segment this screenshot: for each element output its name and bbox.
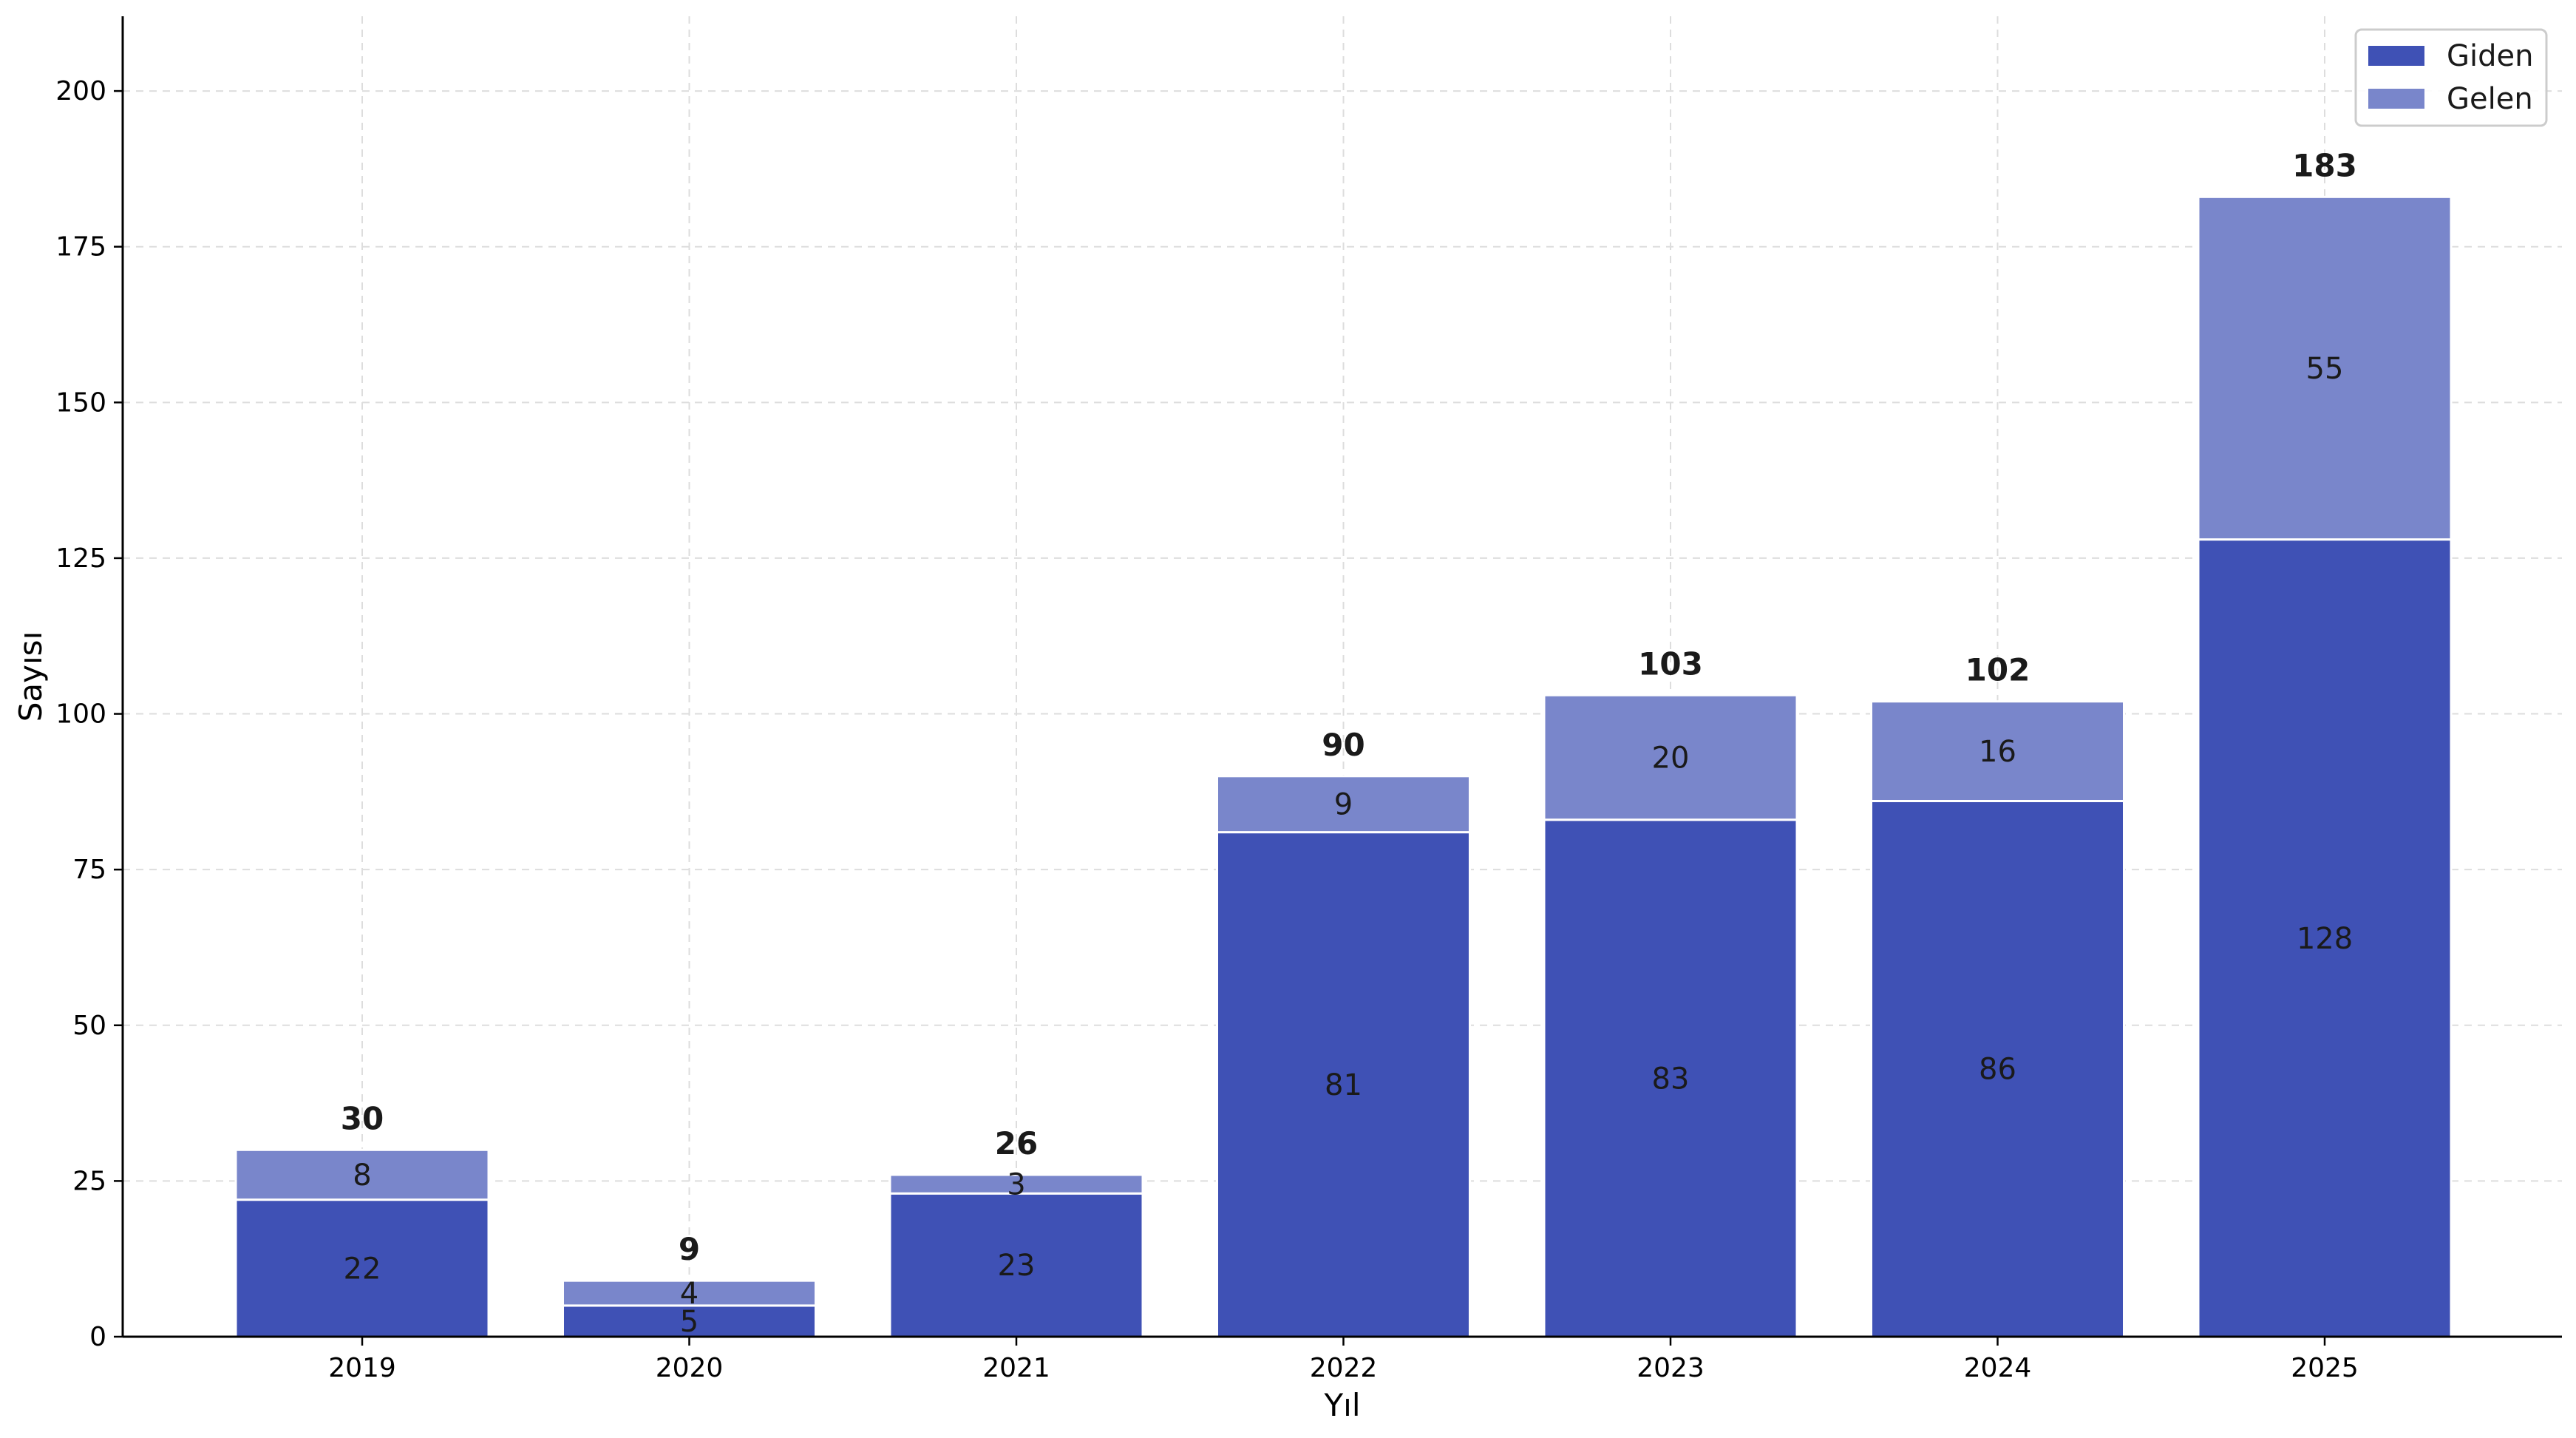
bar-total-label: 103 — [1638, 645, 1703, 682]
bar-value-label: 5 — [680, 1305, 699, 1339]
x-tick-label: 2021 — [982, 1353, 1050, 1383]
grid-lines — [123, 16, 2562, 1337]
legend: Giden Gelen — [2354, 28, 2548, 127]
bar-value-label: 83 — [1652, 1062, 1690, 1096]
legend-swatch-giden — [2368, 46, 2424, 66]
legend-swatch-gelen — [2368, 89, 2424, 109]
x-tick-label: 2024 — [1964, 1353, 2032, 1383]
bar-giden-2019 — [234, 1198, 490, 1338]
bar-gelen-2021 — [888, 1173, 1144, 1195]
x-tick-label: 2019 — [328, 1353, 396, 1383]
data-labels: 22 8 30 54 9 23 3 26 81 9 90 83 20 103 86 16 102 128 55 183 — [341, 147, 2357, 1339]
y-tick-label: 75 — [72, 855, 106, 885]
bar-value-label: 3 — [1007, 1168, 1025, 1202]
y-tick-label: 200 — [55, 76, 106, 106]
bar-total-label: 9 — [679, 1231, 700, 1267]
y-tick-label: 125 — [55, 543, 106, 574]
legend-label-giden: Giden — [2447, 39, 2533, 73]
bar-giden-2023 — [1543, 818, 1798, 1338]
bar-total-label: 30 — [341, 1100, 384, 1136]
y-tick-label: 100 — [55, 699, 106, 730]
y-tick-label: 25 — [72, 1166, 106, 1196]
bar-gelen-2022 — [1216, 775, 1471, 834]
bar-gelen-2025 — [2197, 195, 2453, 541]
bars — [234, 195, 2453, 1338]
bar-total-label: 90 — [1322, 727, 1365, 763]
y-axis-label: Sayısı — [13, 631, 49, 722]
bar-total-label: 26 — [995, 1125, 1038, 1161]
legend-label-gelen: Gelen — [2447, 82, 2533, 116]
bar-giden-2022 — [1216, 831, 1471, 1338]
bar-value-label: 86 — [1979, 1053, 2016, 1087]
bar-value-label: 81 — [1325, 1068, 1362, 1102]
bar-giden-2024 — [1870, 799, 2125, 1338]
x-tick-label: 2023 — [1637, 1353, 1705, 1383]
bar-value-label: 23 — [998, 1249, 1036, 1283]
bar-gelen-2020 — [562, 1279, 817, 1307]
x-tick-label: 2020 — [656, 1353, 724, 1383]
bar-gelen-2023 — [1543, 693, 1798, 821]
bar-total-label: 102 — [1965, 652, 2030, 688]
bar-value-label: 55 — [2306, 352, 2344, 386]
bar-total-label: 183 — [2292, 147, 2357, 183]
bar-value-label: 22 — [344, 1252, 381, 1286]
x-tick-label: 2022 — [1310, 1353, 1378, 1383]
bar-value-label: 9 — [1334, 788, 1353, 822]
x-axis-label: Yıl — [1324, 1387, 1361, 1423]
bar-giden-2025 — [2197, 538, 2453, 1338]
y-tick-label: 0 — [89, 1322, 106, 1352]
bar-value-label: 16 — [1979, 735, 2016, 769]
bar-value-label: 4 — [680, 1277, 699, 1311]
bar-gelen-2024 — [1870, 700, 2125, 802]
bar-value-label: 128 — [2297, 922, 2353, 956]
bar-value-label: 8 — [353, 1159, 371, 1193]
x-tick-label: 2025 — [2291, 1353, 2359, 1383]
bar-gelen-2019 — [234, 1148, 490, 1201]
axes — [121, 16, 2562, 1338]
bar-value-label: 20 — [1652, 742, 1690, 776]
y-tick-label: 50 — [72, 1011, 106, 1041]
y-tick-label: 175 — [55, 232, 106, 262]
y-tick-label: 150 — [55, 387, 106, 418]
